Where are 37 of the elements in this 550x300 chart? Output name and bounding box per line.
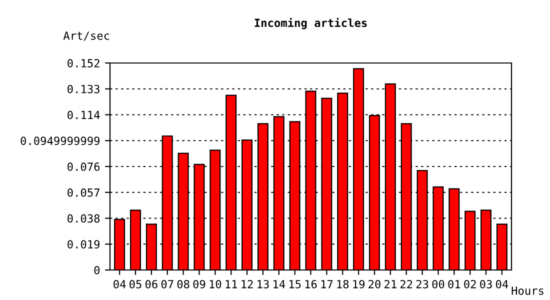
x-tick-label: 14	[274, 280, 286, 288]
y-tick-label: 0.019	[68, 240, 100, 249]
x-tick-label: 00	[432, 280, 444, 288]
x-tick-label: 17	[321, 280, 333, 288]
x-tick-label: 01	[448, 280, 460, 288]
x-tick-label: 10	[210, 280, 222, 288]
y-tick-label: 0.076	[68, 162, 100, 171]
x-tick-label: 05	[130, 280, 142, 288]
x-tick-label: 16	[305, 280, 317, 288]
x-tick-label: 09	[193, 280, 206, 288]
x-tick-label: 13	[258, 280, 269, 288]
x-tick-label: 20	[368, 280, 380, 288]
x-tick-label: 04	[114, 280, 126, 288]
x-tick-label: 12	[242, 280, 253, 288]
x-tick-label: 02	[464, 280, 476, 288]
y-tick-label: 0.114	[68, 110, 100, 120]
y-tick-label: 0.057	[68, 188, 100, 197]
x-tick-label: 08	[177, 280, 190, 288]
x-tick-label: 18	[337, 280, 349, 288]
y-tick-label: 0.038	[68, 214, 100, 223]
x-tick-label: 03	[480, 280, 492, 288]
x-tick-label: 19	[353, 280, 364, 288]
y-tick-label: 0.0949999999	[20, 136, 100, 146]
x-tick-label: 04	[496, 280, 508, 288]
y-axis-title: Art/sec	[63, 32, 110, 41]
y-tick-label: 0.133	[68, 84, 100, 94]
x-tick-label: 21	[384, 280, 396, 288]
y-tick-label: 0	[94, 266, 100, 274]
chart-title: Incoming articles	[254, 18, 367, 30]
x-tick-label: 15	[289, 280, 301, 288]
x-tick-label: 11	[226, 280, 238, 288]
x-tick-label: 23	[416, 280, 428, 288]
x-axis-title: Hours	[512, 286, 544, 295]
x-tick-label: 07	[161, 280, 174, 288]
y-tick-label: 0.152	[68, 59, 100, 68]
x-tick-label: 06	[145, 280, 158, 288]
x-tick-label: 22	[400, 280, 412, 288]
